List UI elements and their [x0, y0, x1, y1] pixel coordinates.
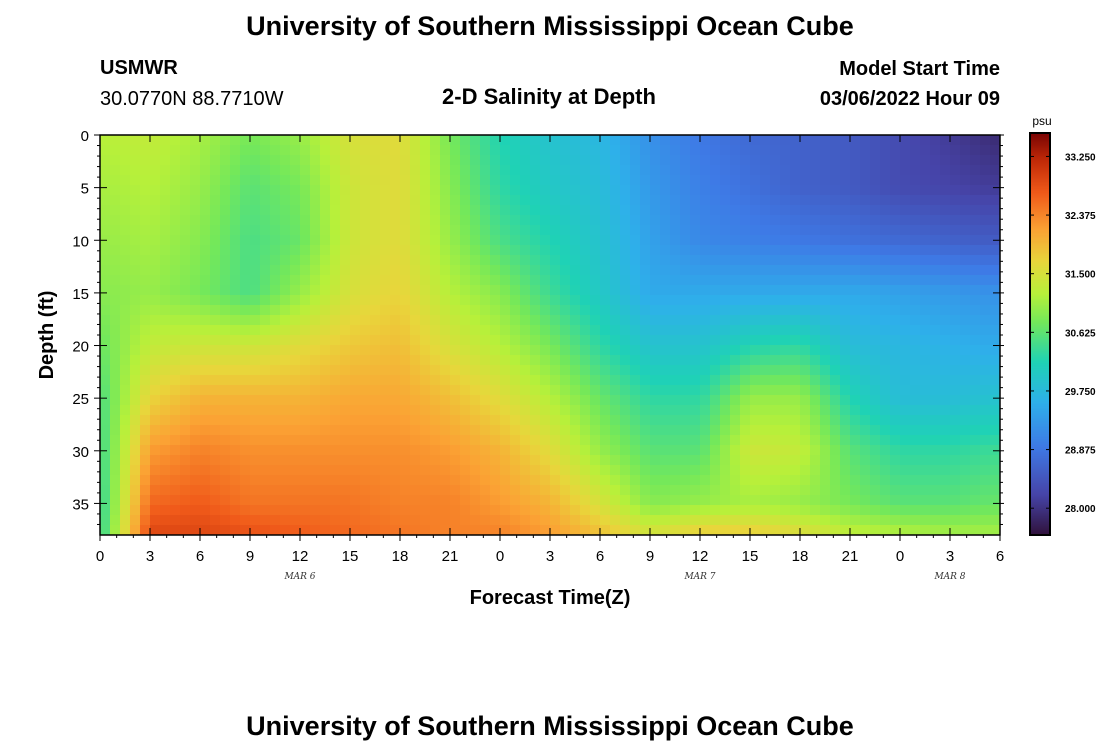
colorbar-tick-label: 30.625: [1065, 328, 1096, 339]
x-tick-label: 9: [646, 548, 654, 565]
y-axis: 0 5 10 15 20 25 30 35: [72, 128, 1004, 525]
colorbar-tick-label: 32.375: [1065, 211, 1096, 222]
station-name: USMWR: [100, 57, 178, 79]
colorbar-frame: [1029, 132, 1051, 536]
x-axis: 0 3 6 9 12 15 18 21 0 3 6 9 12 15 18 21 0 3 6: [96, 135, 1004, 565]
day-label: MAR 7: [683, 572, 715, 582]
x-tick-label: 12: [692, 548, 709, 565]
x-tick-label: 6: [196, 548, 204, 565]
colorbar-unit: psu: [1032, 114, 1051, 128]
x-tick-label: 18: [792, 548, 809, 565]
x-tick-label: 0: [96, 548, 104, 565]
plot-title: 2-D Salinity at Depth: [442, 84, 656, 109]
page-title-top: University of Southern Mississippi Ocean…: [246, 11, 854, 41]
x-tick-label: 0: [896, 548, 904, 565]
y-tick-label: 35: [72, 496, 89, 513]
x-tick-label: 0: [496, 548, 504, 565]
colorbar-tick-label: 33.250: [1065, 152, 1096, 163]
day-label: MAR 8: [933, 572, 965, 582]
x-tick-label: 6: [596, 548, 604, 565]
salinity-heatmap: [100, 135, 1000, 535]
y-axis-label: Depth (ft): [36, 291, 58, 380]
colorbar: [1030, 133, 1050, 535]
x-tick-label: 3: [146, 548, 154, 565]
x-tick-label: 15: [742, 548, 759, 565]
station-coords: 30.0770N 88.7710W: [100, 88, 284, 110]
x-tick-label: 21: [442, 548, 459, 565]
page-title-bottom: University of Southern Mississippi Ocean…: [246, 711, 854, 741]
day-label: MAR 6: [283, 572, 315, 582]
y-tick-label: 30: [72, 444, 89, 461]
colorbar-ticks: 33.250 32.375 31.500 30.625 29.750 28.875 28.0…: [1030, 152, 1096, 515]
x-tick-label: 3: [946, 548, 954, 565]
y-tick-label: 10: [72, 233, 89, 250]
x-tick-label: 6: [996, 548, 1004, 565]
colorbar-tick-label: 28.875: [1065, 446, 1096, 457]
x-tick-label: 12: [292, 548, 309, 565]
y-tick-label: 25: [72, 391, 89, 408]
y-tick-label: 0: [81, 128, 89, 145]
x-axis-label: Forecast Time(Z): [470, 587, 631, 609]
x-tick-label: 21: [842, 548, 859, 565]
x-tick-label: 15: [342, 548, 359, 565]
colorbar-tick-label: 31.500: [1065, 270, 1096, 281]
x-tick-label: 3: [546, 548, 554, 565]
y-tick-label: 5: [81, 181, 89, 198]
y-tick-label: 15: [72, 286, 89, 303]
model-start-value: 03/06/2022 Hour 09: [820, 88, 1000, 110]
y-tick-label: 20: [72, 339, 89, 356]
day-labels: MAR 6 MAR 7 MAR 8: [283, 572, 965, 582]
colorbar-tick-label: 29.750: [1065, 387, 1096, 398]
x-tick-label: 9: [246, 548, 254, 565]
model-start-label: Model Start Time: [839, 58, 1000, 80]
colorbar-tick-label: 28.000: [1065, 504, 1096, 515]
x-tick-label: 18: [392, 548, 409, 565]
